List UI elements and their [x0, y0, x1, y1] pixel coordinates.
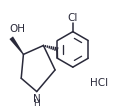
- Text: OH: OH: [9, 24, 25, 34]
- Text: H: H: [33, 99, 40, 108]
- Polygon shape: [9, 36, 24, 55]
- Text: HCl: HCl: [90, 78, 108, 88]
- Text: N: N: [33, 94, 41, 104]
- Text: Cl: Cl: [68, 13, 78, 23]
